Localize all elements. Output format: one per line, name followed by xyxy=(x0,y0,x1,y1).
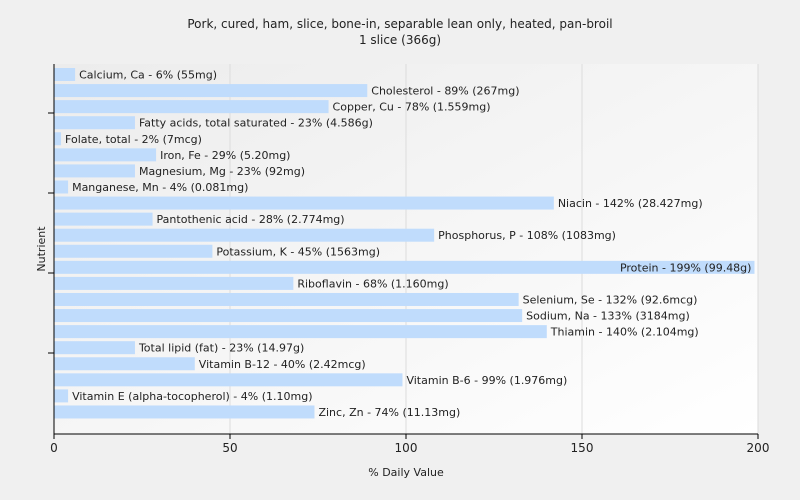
data-label: Cholesterol - 89% (267mg) xyxy=(371,85,519,98)
x-tick-label: 200 xyxy=(747,441,770,455)
chart-subtitle: 1 slice (366g) xyxy=(358,33,442,47)
data-label: Iron, Fe - 29% (5.20mg) xyxy=(160,149,290,162)
bar xyxy=(54,100,329,114)
data-label: Potassium, K - 45% (1563mg) xyxy=(216,245,380,258)
x-tick-label: 50 xyxy=(222,441,237,455)
bar xyxy=(54,341,135,355)
chart-title: Pork, cured, ham, slice, bone-in, separa… xyxy=(187,17,613,31)
data-label: Selenium, Se - 132% (92.6mcg) xyxy=(523,293,698,306)
data-label: Vitamin B-6 - 99% (1.976mg) xyxy=(406,374,567,387)
data-label: Manganese, Mn - 4% (0.081mg) xyxy=(72,181,248,194)
bar xyxy=(54,389,69,403)
bar xyxy=(54,244,213,258)
bar xyxy=(54,309,523,323)
data-label: Vitamin B-12 - 40% (2.42mcg) xyxy=(199,358,366,371)
data-label: Thiamin - 140% (2.104mg) xyxy=(550,326,699,339)
bar xyxy=(54,292,519,306)
bar xyxy=(54,132,62,146)
bar xyxy=(54,228,435,242)
bar xyxy=(54,405,315,419)
bar xyxy=(54,325,547,339)
bar xyxy=(54,116,135,130)
bar xyxy=(54,260,755,274)
data-label: Fatty acids, total saturated - 23% (4.58… xyxy=(139,117,373,130)
data-label: Niacin - 142% (28.427mg) xyxy=(558,197,703,210)
data-label: Vitamin E (alpha-tocopherol) - 4% (1.10m… xyxy=(72,390,312,403)
data-label: Calcium, Ca - 6% (55mg) xyxy=(79,69,217,82)
bar xyxy=(54,357,195,371)
bar xyxy=(54,164,135,178)
data-label: Phosphorus, P - 108% (1083mg) xyxy=(438,229,616,242)
bar xyxy=(54,276,294,290)
data-label: Zinc, Zn - 74% (11.13mg) xyxy=(318,406,460,419)
bar xyxy=(54,373,403,387)
bar xyxy=(54,212,153,226)
x-tick-label: 0 xyxy=(50,441,58,455)
data-label: Protein - 199% (99.48g) xyxy=(620,261,752,274)
bar xyxy=(54,148,157,162)
x-axis-label: % Daily Value xyxy=(368,466,444,479)
y-axis-label: Nutrient xyxy=(35,226,48,272)
bar xyxy=(54,196,554,210)
data-label: Pantothenic acid - 28% (2.774mg) xyxy=(157,213,345,226)
data-label: Riboflavin - 68% (1.160mg) xyxy=(297,277,448,290)
x-tick-label: 100 xyxy=(395,441,418,455)
bar xyxy=(54,68,76,81)
data-label: Sodium, Na - 133% (3184mg) xyxy=(526,310,690,323)
bar xyxy=(54,84,368,98)
x-tick-label: 150 xyxy=(571,441,594,455)
data-label: Copper, Cu - 78% (1.559mg) xyxy=(333,101,491,114)
data-label: Magnesium, Mg - 23% (92mg) xyxy=(139,165,305,178)
data-label: Total lipid (fat) - 23% (14.97g) xyxy=(138,342,304,355)
bar xyxy=(54,180,69,194)
data-label: Folate, total - 2% (7mcg) xyxy=(65,133,202,146)
